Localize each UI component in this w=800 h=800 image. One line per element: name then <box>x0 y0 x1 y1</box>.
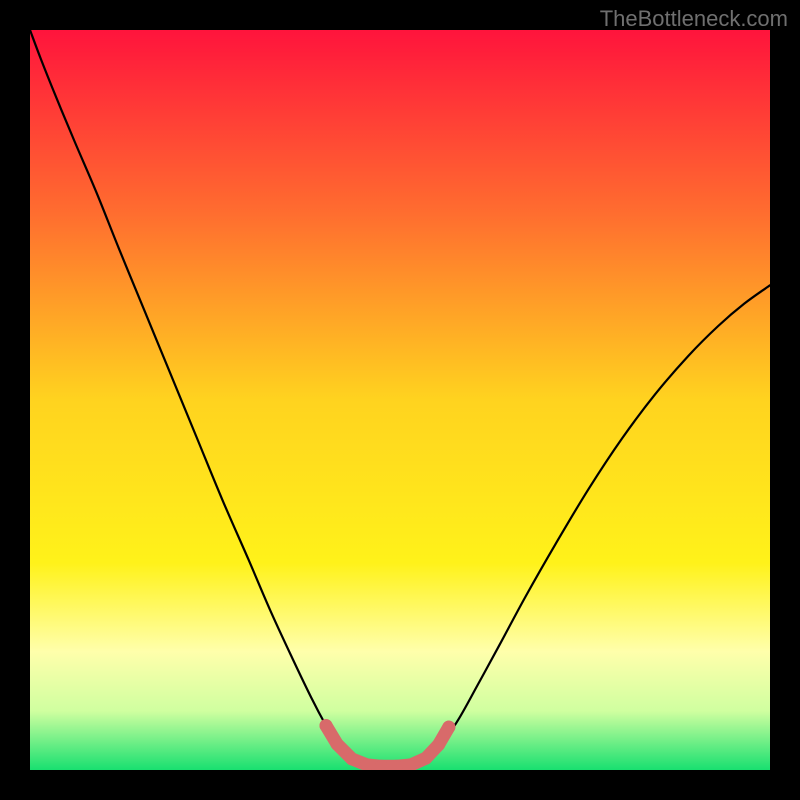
optimal-range-dot <box>432 738 445 751</box>
bottleneck-chart <box>30 30 770 770</box>
optimal-range-dot <box>331 738 344 751</box>
watermark-text: TheBottleneck.com <box>600 6 788 32</box>
optimal-range-dot <box>320 719 333 732</box>
chart-background <box>30 30 770 770</box>
optimal-range-dot <box>345 752 358 765</box>
optimal-range-dot <box>442 721 455 734</box>
optimal-range-dot <box>419 752 432 765</box>
